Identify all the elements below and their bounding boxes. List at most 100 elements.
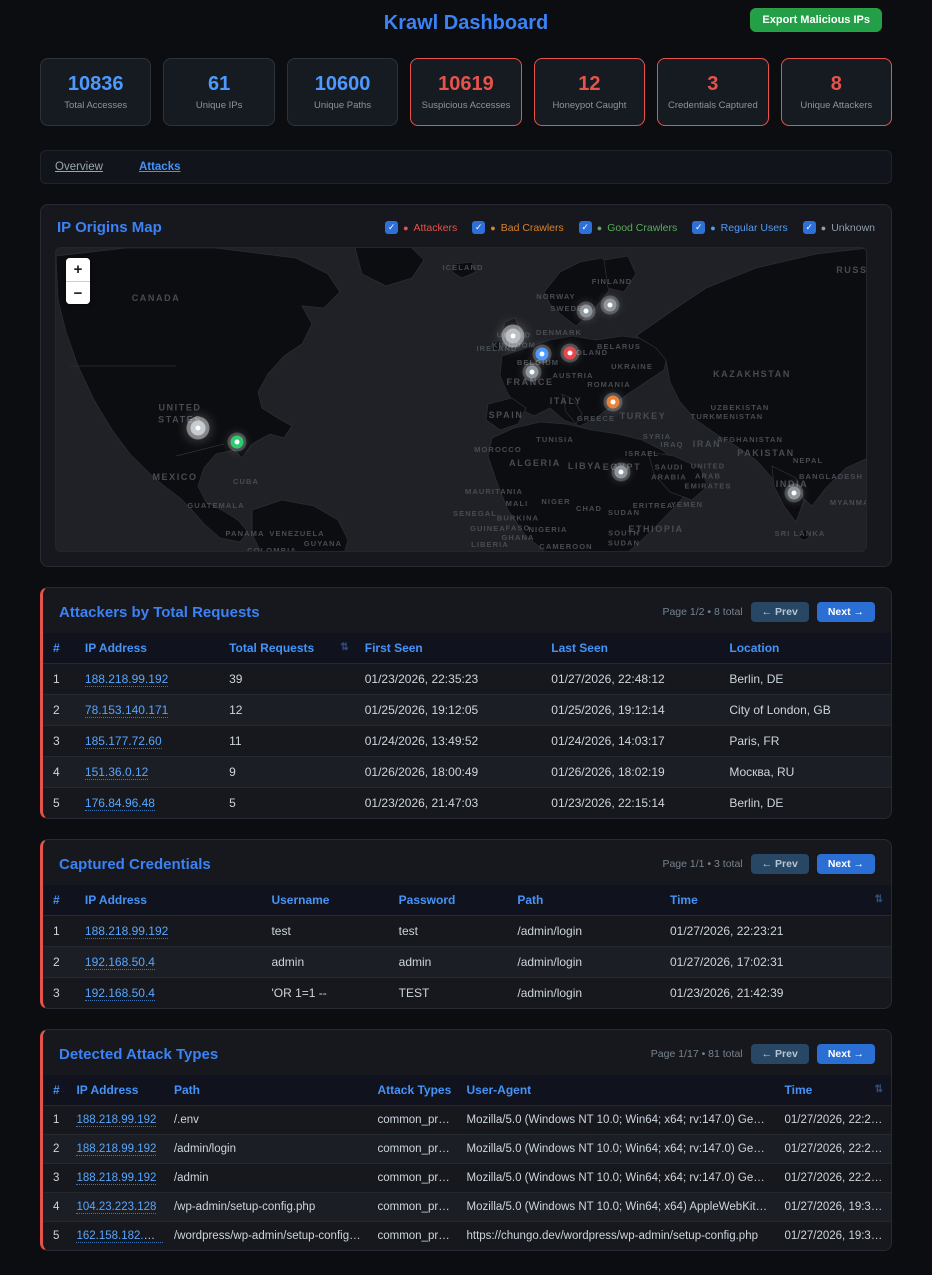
cell: /admin/login [509,915,662,947]
next-page-button[interactable]: Next → [816,854,875,874]
cell-ip-address: 78.153.140.171 [76,694,222,726]
column-header--[interactable]: # [43,633,77,664]
ip-link[interactable]: 104.23.223.128 [76,1201,157,1214]
column-header-path[interactable]: Path [509,885,662,916]
cell: City of London, GB [721,694,891,726]
legend-label: Good Crawlers [607,221,678,234]
tab-attacks[interactable]: Attacks [138,161,181,173]
legend-checkbox[interactable]: ✓ [472,221,486,234]
prev-page-button[interactable]: ← Prev [750,602,809,622]
ip-link[interactable]: 188.218.99.192 [84,672,169,687]
cell: common_probes [369,1192,459,1222]
ip-link[interactable]: 176.84.96.48 [84,796,155,811]
column-header-total-requests[interactable]: Total Requests ⇅ [221,633,357,664]
legend-checkbox[interactable]: ✓ [802,221,816,234]
column-header-username[interactable]: Username [263,885,391,916]
table-row: 3 188.218.99.192/admin common_probes Mozill… [43,1163,891,1193]
cell: 01/26/2026, 18:00:49 [356,756,544,788]
tab-overview[interactable]: Overview [55,161,103,173]
page-info: Page 1/17 • 81 total [650,1048,743,1060]
prev-page-button[interactable]: ← Prev [750,1044,809,1064]
column-header-last-seen[interactable]: Last Seen [543,633,722,664]
column-header--[interactable]: # [43,885,77,916]
map-marker-unknown[interactable] [579,304,593,318]
table-row: 2 78.153.140.171 12 01/25/2026, 19:12:05 01/… [43,694,891,726]
legend-checkbox[interactable]: ✓ [578,221,592,234]
cell: 39 [221,663,357,695]
zoom-out-button[interactable]: − [66,281,90,304]
cell: 01/26/2026, 18:02:19 [543,756,722,788]
map-marker-bad-crawler[interactable] [606,395,620,409]
column-header-password[interactable]: Password [390,885,510,916]
sort-icon[interactable]: ⇅ [874,894,883,905]
legend-checkbox[interactable]: ✓ [692,221,706,234]
ip-link[interactable]: 188.218.99.192 [76,1172,157,1185]
column-header-time[interactable]: Time ⇅ [776,1075,891,1106]
legend-checkbox[interactable]: ✓ [385,221,399,234]
next-page-button[interactable]: Next → [816,602,875,622]
ip-link[interactable]: 151.36.0.12 [84,765,149,780]
column-header-path[interactable]: Path [165,1075,370,1106]
column-header-first-seen[interactable]: First Seen [356,633,544,664]
cell: /.env [165,1105,370,1135]
ip-link[interactable]: 188.218.99.192 [76,1114,157,1127]
table-row: 1 188.218.99.192 test test/admin/login 01/27… [43,915,891,947]
stat-card-credentials-captured: 3 Credentials Captured [657,58,769,126]
map-title: IP Origins Map [57,219,162,236]
cell-ip-address: 188.218.99.192 [76,663,222,695]
world-map[interactable]: CANADA UNITED STATES MEXICO GUATEMALA CUBA PA… [55,247,867,552]
stat-card-suspicious-accesses: 10619 Suspicious Accesses [410,58,522,126]
map-marker-unknown[interactable] [614,465,628,479]
cell: 11 [221,725,357,757]
ip-link[interactable]: 192.168.50.4 [84,955,155,970]
cell: 'OR 1=1 -- [263,977,391,1008]
ip-link[interactable]: 192.168.50.4 [84,986,155,1001]
column-header-ip-address[interactable]: IP Address [76,633,222,664]
column-header-ip-address[interactable]: IP Address [76,885,264,916]
map-marker-unknown[interactable] [505,328,521,344]
sort-icon[interactable]: ⇅ [340,642,349,653]
cell: 5 [221,787,357,818]
map-zoom-control: + − [66,258,90,304]
map-marker-good-crawler[interactable] [230,435,244,449]
column-header-attack-types[interactable]: Attack Types [369,1075,459,1106]
ip-link[interactable]: 188.218.99.192 [84,924,169,939]
stat-label: Total Accesses [64,100,128,111]
ip-link[interactable]: 188.218.99.192 [76,1143,157,1156]
column-header-user-agent[interactable]: User-Agent [458,1075,777,1106]
sort-icon[interactable]: ⇅ [874,1084,883,1095]
stat-label: Suspicious Accesses [421,100,511,111]
map-marker-attacker[interactable] [563,346,577,360]
cell: test [390,915,510,947]
map-marker-unknown[interactable] [525,365,539,379]
map-marker-unknown[interactable] [603,298,617,312]
cell: 01/27/2026, 22:23:21 [661,915,891,947]
cell: Mozilla/5.0 (Windows NT 10.0; Win64; x64… [458,1134,777,1164]
cell: Paris, FR [721,725,891,757]
next-page-button[interactable]: Next → [816,1044,875,1064]
export-malicious-ips-button[interactable]: Export Malicious IPs [750,8,882,32]
map-marker-unknown[interactable] [787,486,801,500]
cell: 3 [43,725,77,757]
column-header-location[interactable]: Location [721,633,891,664]
map-marker-regular-user[interactable] [535,347,549,361]
cell: Berlin, DE [721,787,891,818]
ip-link[interactable]: 78.153.140.171 [84,703,169,718]
map-marker-unknown[interactable] [190,420,206,436]
cell: 01/25/2026, 19:12:05 [356,694,544,726]
cell: 01/23/2026, 21:42:39 [661,977,891,1008]
page-title: Krawl Dashboard [383,12,549,34]
zoom-in-button[interactable]: + [66,258,90,281]
legend-label: Attackers [413,221,458,234]
ip-link[interactable]: 162.158.182.104 [76,1230,163,1243]
column-header-time[interactable]: Time ⇅ [661,885,891,916]
column-header--[interactable]: # [43,1075,69,1106]
cell: 1 [43,663,77,695]
ip-link[interactable]: 185.177.72.60 [84,734,162,749]
cell: 01/27/2026, 19:38:59 [776,1192,891,1222]
cell: /wordpress/wp-admin/setup-config.php [165,1221,370,1250]
attackers-table-card: Attackers by Total Requests Page 1/2 • 8… [40,587,892,819]
prev-page-button[interactable]: ← Prev [750,854,809,874]
column-header-ip-address[interactable]: IP Address [68,1075,166,1106]
attackers-table: # IP Address Total Requests ⇅ First Seen Last… [43,633,891,818]
